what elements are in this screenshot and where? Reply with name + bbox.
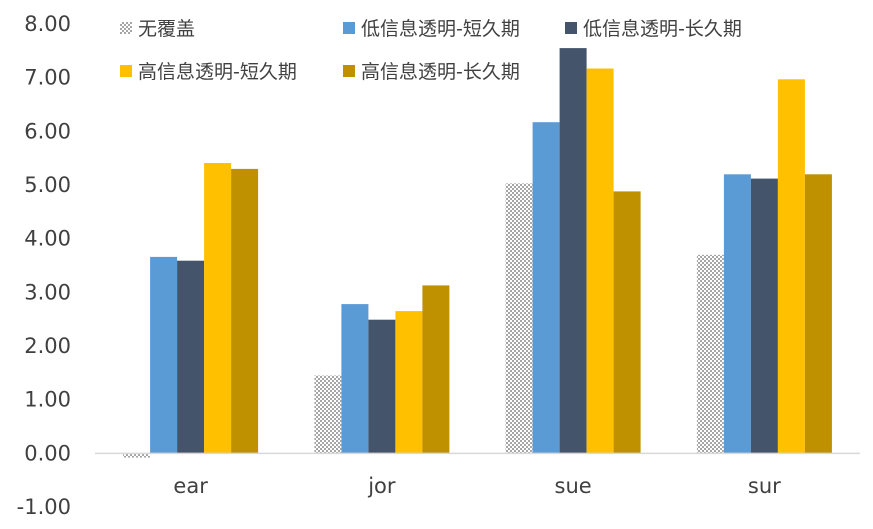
legend-label: 高信息透明-短久期 xyxy=(138,61,297,83)
bar xyxy=(368,319,396,454)
x-tick-label: jor xyxy=(367,474,396,498)
bar-series-group xyxy=(123,48,832,458)
bar xyxy=(314,375,342,454)
legend-label: 低信息透明-长久期 xyxy=(583,18,742,40)
y-tick-label: 5.00 xyxy=(24,173,71,197)
legend-swatch xyxy=(565,22,577,34)
legend-swatch xyxy=(343,22,355,34)
bar xyxy=(177,260,205,454)
bar xyxy=(532,122,560,454)
y-tick-label: 0.00 xyxy=(24,441,71,465)
bar xyxy=(395,311,423,454)
x-tick-label: sue xyxy=(555,474,592,498)
bar xyxy=(204,163,232,454)
x-tick-label: sur xyxy=(748,474,781,498)
bar xyxy=(586,68,614,454)
y-axis: -1.00 0.00 1.00 2.00 3.00 4.00 5.00 6.00 7.00 8.0… xyxy=(17,12,71,519)
bar xyxy=(613,191,641,454)
bar xyxy=(723,174,751,454)
legend-item: 无覆盖 xyxy=(120,18,195,40)
bar xyxy=(559,48,587,454)
bar-series xyxy=(231,168,832,454)
bar xyxy=(341,304,369,454)
bar-series xyxy=(204,68,805,454)
legend-swatch xyxy=(343,65,355,77)
x-axis: ear jor sue sur xyxy=(173,474,781,498)
bar xyxy=(422,285,450,454)
x-tick-label: ear xyxy=(173,474,208,498)
bar-series xyxy=(150,122,751,454)
y-tick-label: 4.00 xyxy=(24,227,71,251)
legend-item: 低信息透明-长久期 xyxy=(565,18,742,40)
legend-label: 高信息透明-长久期 xyxy=(361,61,520,83)
bar xyxy=(505,183,533,454)
bar xyxy=(750,178,778,454)
bar xyxy=(777,79,805,454)
y-tick-label: 1.00 xyxy=(24,388,71,412)
bar xyxy=(150,256,178,454)
legend-item: 高信息透明-长久期 xyxy=(343,61,520,83)
bar xyxy=(123,453,151,458)
y-tick-label: 7.00 xyxy=(24,66,71,90)
bar xyxy=(804,174,832,454)
y-tick-label: -1.00 xyxy=(17,495,71,519)
y-tick-label: 2.00 xyxy=(24,334,71,358)
legend-label: 无覆盖 xyxy=(138,18,195,40)
legend-swatch xyxy=(120,22,132,34)
legend-label: 低信息透明-短久期 xyxy=(361,18,520,40)
y-tick-label: 3.00 xyxy=(24,280,71,304)
y-tick-label: 6.00 xyxy=(24,119,71,143)
legend-swatch xyxy=(120,65,132,77)
y-tick-label: 8.00 xyxy=(24,12,71,36)
bar-series xyxy=(177,48,778,454)
bar xyxy=(696,254,724,454)
bar-series xyxy=(123,183,724,458)
legend-item: 低信息透明-短久期 xyxy=(343,18,520,40)
legend-item: 高信息透明-短久期 xyxy=(120,61,297,83)
bar xyxy=(231,168,259,454)
